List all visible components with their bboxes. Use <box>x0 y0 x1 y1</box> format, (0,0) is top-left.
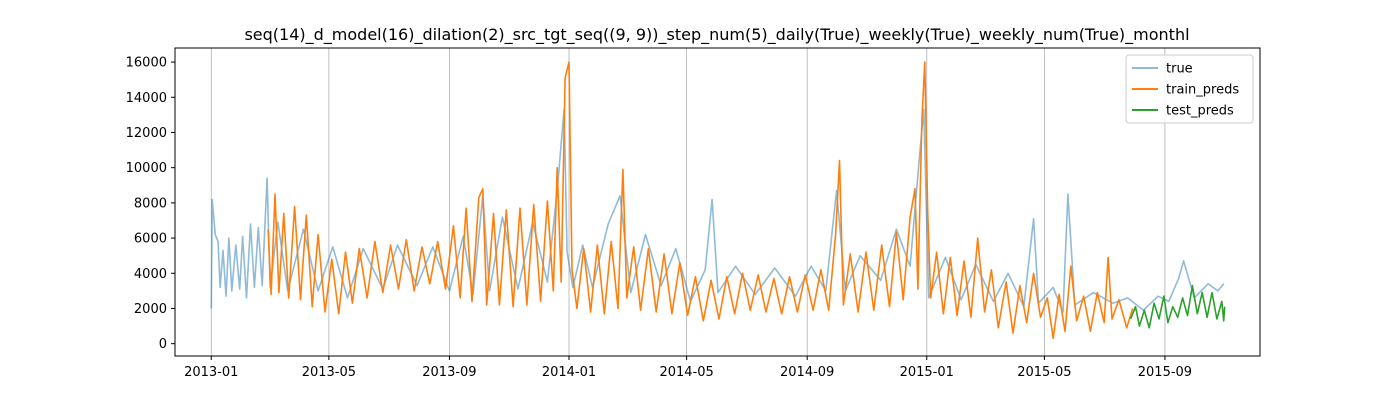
y-tick-label: 16000 <box>126 56 167 71</box>
x-tick-label: 2014-09 <box>780 365 834 380</box>
series-line-train-preds <box>267 61 1134 340</box>
y-tick-label: 14000 <box>126 91 167 106</box>
legend: true train_preds test_preds <box>1125 54 1254 124</box>
x-tick-label: 2014-05 <box>659 365 713 380</box>
x-tick-label: 2014-01 <box>542 365 596 380</box>
x-tick-label: 2013-09 <box>422 365 476 380</box>
y-tick-label: 2000 <box>134 302 167 317</box>
plot-frame <box>174 47 1261 357</box>
y-tick-label: 4000 <box>134 267 167 282</box>
x-axis: 2013-01 2013-05 2013-09 2014-01 2014-05 2014-… <box>184 356 1192 380</box>
x-tick-label: 2013-01 <box>184 365 238 380</box>
series-lines <box>210 61 1226 340</box>
y-tick-label: 12000 <box>126 126 167 141</box>
y-axis: 0 2000 4000 6000 8000 10000 12000 14000 16000 <box>126 56 175 352</box>
y-tick-label: 6000 <box>134 232 167 247</box>
legend-label: test_preds <box>1166 104 1234 119</box>
legend-label: train_preds <box>1166 83 1239 98</box>
y-tick-label: 0 <box>159 337 167 352</box>
chart-title: seq(14)_d_model(16)_dilation(2)_src_tgt_… <box>244 25 1189 45</box>
x-tick-label: 2015-05 <box>1017 365 1071 380</box>
y-tick-label: 10000 <box>126 161 167 176</box>
x-tick-label: 2015-01 <box>900 365 954 380</box>
y-tick-label: 8000 <box>134 196 167 211</box>
legend-box <box>1125 54 1254 124</box>
x-tick-label: 2013-05 <box>302 365 356 380</box>
legend-label: true <box>1166 62 1193 77</box>
series-line-test-preds <box>1129 284 1226 329</box>
x-tick-label: 2015-09 <box>1138 365 1192 380</box>
